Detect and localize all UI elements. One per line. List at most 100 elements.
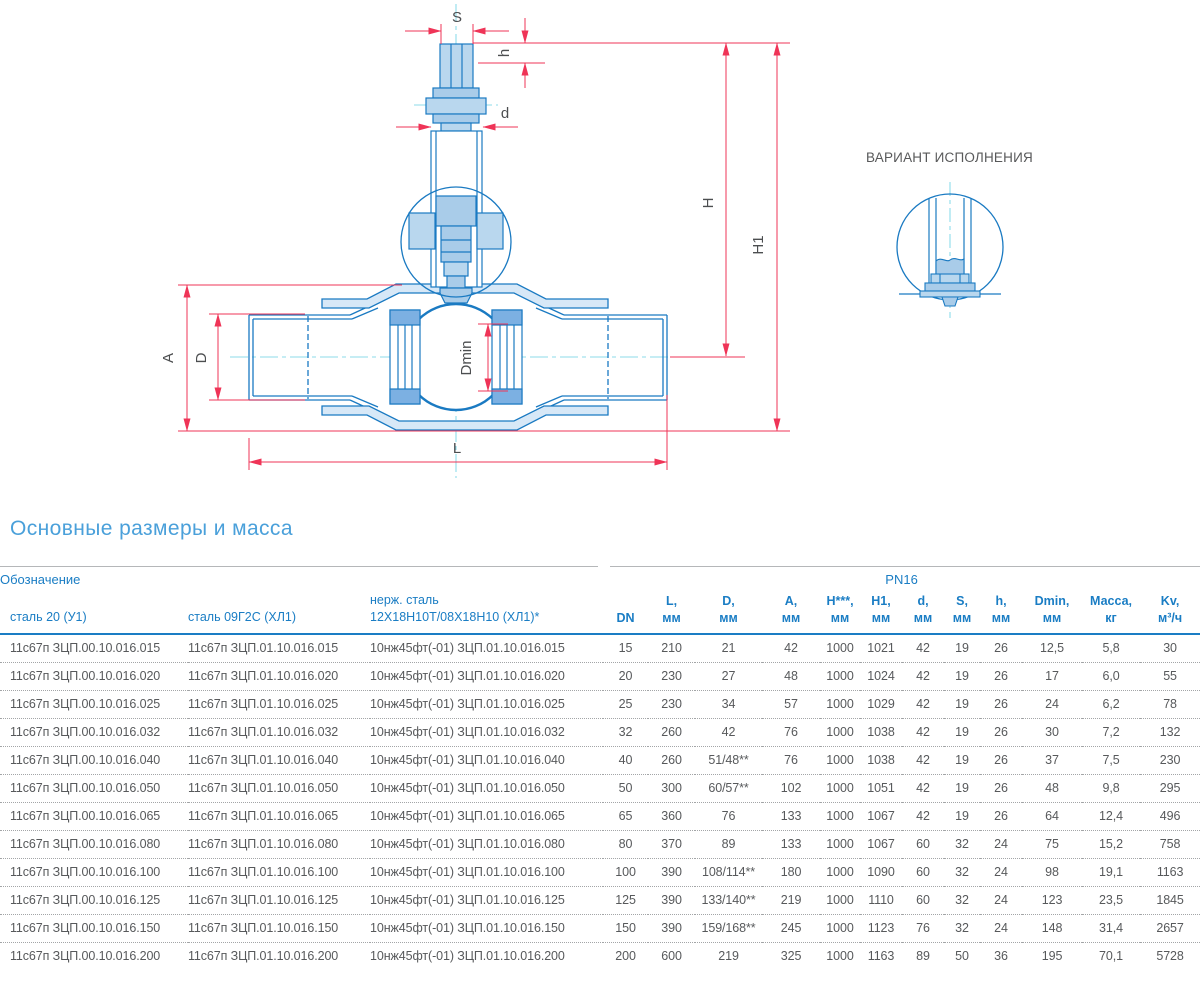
table-cell: 11с67п ЗЦП.01.10.016.100	[188, 858, 370, 887]
table-cell: 19	[944, 774, 981, 803]
stem-detail-circle	[400, 186, 512, 298]
table-cell: 1090	[860, 858, 903, 887]
table-cell: 1000	[826, 949, 854, 964]
table-cell: 11с67п ЗЦП.00.10.016.032	[0, 718, 188, 747]
table-cell: 102	[762, 774, 821, 803]
table-cell: 26	[980, 802, 1023, 831]
table-cell: 1000	[820, 690, 861, 719]
table-cell: 10нж45фт(-01) ЗЦП.01.10.016.150	[370, 914, 604, 943]
dimensions-table-wrap: Обозначение PN16 сталь 20 (У1) сталь 09Г…	[0, 566, 1200, 970]
table-cell: 1000	[820, 830, 861, 859]
dimension-labels: S h d H H1 A D Dmin L	[160, 9, 767, 457]
table-cell: 36	[994, 949, 1008, 964]
table-cell: 230	[648, 690, 696, 719]
table-cell: 133	[762, 830, 821, 859]
valve-technical-drawing: S h d H H1 A D Dmin L ВАРИАНТ ИСПОЛНЕНИЯ	[160, 4, 1033, 478]
table-cell: 11с67п ЗЦП.01.10.016.020	[188, 662, 370, 691]
table-cell: 1000	[820, 802, 861, 831]
table-row: 11с67п ЗЦП.00.10.016.032 11с67п ЗЦП.01.10…	[0, 718, 1200, 747]
table-cell: 390	[648, 858, 696, 887]
table-cell: 19	[944, 633, 981, 663]
table-cell: 26	[980, 718, 1023, 747]
column-header-dim: Kv, м³/ч	[1140, 592, 1200, 635]
variant-label: ВАРИАНТ ИСПОЛНЕНИЯ	[866, 150, 1033, 165]
table-cell: 42	[695, 718, 763, 747]
table-row: 11с67п ЗЦП.00.10.016.150 11с67п ЗЦП.01.10…	[0, 914, 1200, 943]
table-cell: 1024	[860, 662, 903, 691]
table-cell: 19	[944, 746, 981, 775]
table-cell: 11с67п ЗЦП.01.10.016.040	[188, 746, 370, 775]
variant-detail: ВАРИАНТ ИСПОЛНЕНИЯ	[866, 150, 1033, 318]
pn-group-header: PN16	[885, 571, 918, 587]
table-cell: 48	[762, 662, 821, 691]
table-cell: 150	[603, 914, 649, 943]
table-cell: 11с67п ЗЦП.01.10.016.025	[188, 690, 370, 719]
table-cell: 10нж45фт(-01) ЗЦП.01.10.016.050	[370, 774, 604, 803]
table-cell: 1038	[860, 746, 903, 775]
table-cell: 30	[1140, 633, 1200, 663]
table-cell: 6,2	[1082, 690, 1141, 719]
column-header-steel09g2s: сталь 09Г2С (ХЛ1)	[188, 592, 370, 635]
table-cell: 24	[1022, 690, 1083, 719]
table-cell: 11с67п ЗЦП.00.10.016.100	[0, 858, 188, 887]
table-cell: 50	[955, 949, 969, 964]
table-cell: 48	[1022, 774, 1083, 803]
table-cell: 15,2	[1082, 830, 1141, 859]
table-cell: 55	[1140, 662, 1200, 691]
column-header-dim: H***, мм	[820, 592, 861, 635]
table-cell: 10нж45фт(-01) ЗЦП.01.10.016.040	[370, 746, 604, 775]
table-cell: 51/48**	[695, 746, 763, 775]
table-row: 11с67п ЗЦП.00.10.016.100 11с67п ЗЦП.01.10…	[0, 858, 1200, 887]
column-header-row: сталь 20 (У1) сталь 09Г2С (ХЛ1) нерж. ст…	[0, 592, 1200, 635]
table-cell: 26	[980, 774, 1023, 803]
column-header-dim: d, мм	[902, 592, 945, 635]
table-cell: 1000	[820, 718, 861, 747]
table-cell: 19	[944, 690, 981, 719]
table-cell: 11с67п ЗЦП.01.10.016.125	[188, 886, 370, 915]
column-header-dim: Масса, кг	[1082, 592, 1141, 635]
table-cell: 1000	[820, 633, 861, 663]
column-header-steel20: сталь 20 (У1)	[0, 592, 188, 635]
table-cell: 1038	[860, 718, 903, 747]
table-cell: 24	[980, 858, 1023, 887]
table-cell: 23,5	[1082, 886, 1141, 915]
table-cell: 260	[648, 718, 696, 747]
table-cell: 11с67п ЗЦП.01.10.016.032	[188, 718, 370, 747]
table-cell: 21	[695, 633, 763, 663]
column-header-dim: h, мм	[980, 592, 1023, 635]
table-cell: 11с67п ЗЦП.00.10.016.040	[0, 746, 188, 775]
table-cell: 11с67п ЗЦП.01.10.016.080	[188, 830, 370, 859]
table-cell: 11с67п ЗЦП.00.10.016.025	[0, 690, 188, 719]
table-cell: 10нж45фт(-01) ЗЦП.01.10.016.125	[370, 886, 604, 915]
dim-label-H: H	[700, 198, 717, 209]
table-cell: 76	[762, 746, 821, 775]
column-header-stainless: нерж. сталь 12Х18Н10Т/08Х18Н10 (ХЛ1)*	[370, 592, 604, 635]
table-cell: 7,2	[1082, 718, 1141, 747]
table-cell: 26	[980, 690, 1023, 719]
table-cell: 57	[762, 690, 821, 719]
table-cell: 24	[980, 830, 1023, 859]
column-header-dim: D, мм	[695, 592, 763, 635]
column-header-dim: DN	[603, 592, 649, 635]
table-body: 11с67п ЗЦП.00.10.016.015 11с67п ЗЦП.01.10…	[0, 633, 1200, 970]
column-header-dim: H1, мм	[860, 592, 903, 635]
table-cell: 219	[718, 949, 739, 964]
table-cell: 19	[944, 802, 981, 831]
table-cell: 60	[902, 830, 945, 859]
table-cell: 19	[944, 662, 981, 691]
table-cell: 11с67п ЗЦП.01.10.016.150	[188, 914, 370, 943]
table-row: 11с67п ЗЦП.00.10.016.065 11с67п ЗЦП.01.10…	[0, 802, 1200, 831]
table-cell: 230	[648, 662, 696, 691]
table-top-rule-left	[0, 566, 598, 567]
table-cell: 1067	[860, 830, 903, 859]
table-cell: 40	[603, 746, 649, 775]
table-cell: 390	[648, 914, 696, 943]
table-cell: 1029	[860, 690, 903, 719]
table-cell: 133/140**	[695, 886, 763, 915]
table-cell: 32	[944, 830, 981, 859]
table-cell: 76	[762, 718, 821, 747]
stem-assembly	[408, 43, 504, 304]
table-cell: 1000	[820, 914, 861, 943]
table-row: 11с67п ЗЦП.00.10.016.025 11с67п ЗЦП.01.10…	[0, 690, 1200, 719]
